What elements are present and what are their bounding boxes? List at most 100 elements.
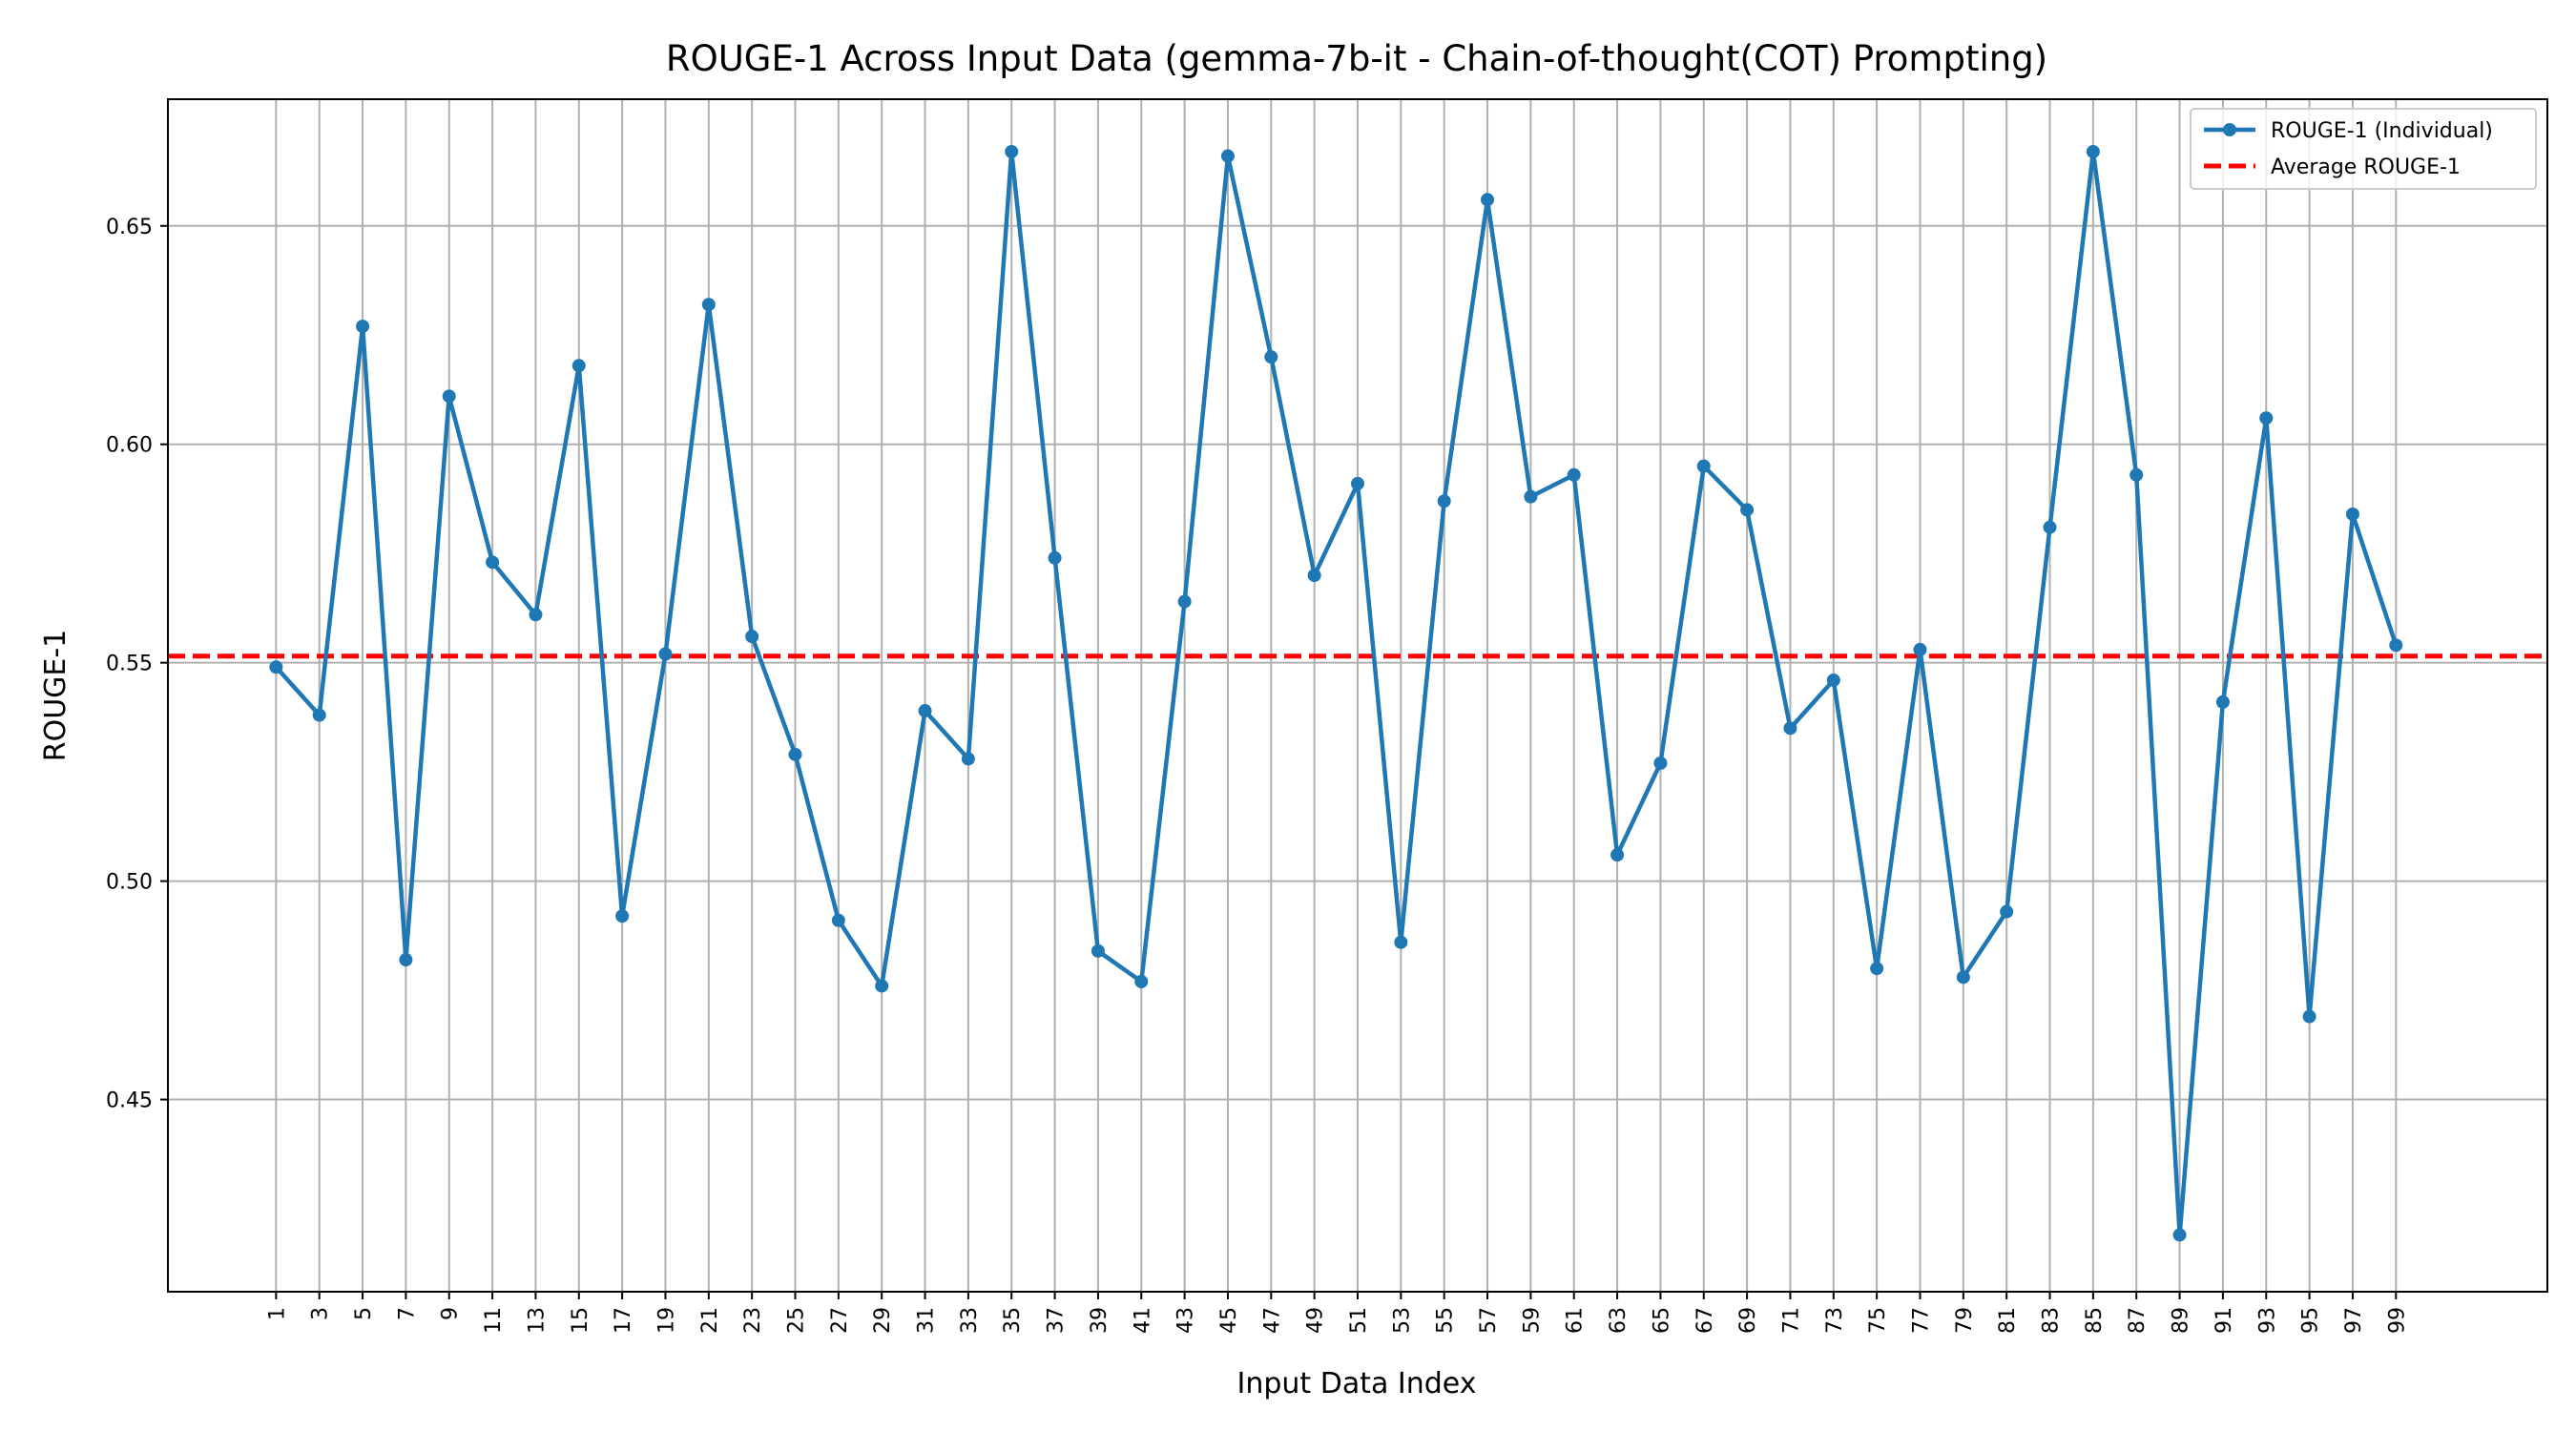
data-point xyxy=(1437,494,1451,508)
data-point xyxy=(312,708,326,722)
data-point xyxy=(2215,695,2230,709)
x-tick-label: 3 xyxy=(309,1307,333,1320)
x-tick-label: 61 xyxy=(1564,1307,1588,1334)
data-point xyxy=(875,979,889,993)
data-point xyxy=(1481,193,1495,207)
data-point xyxy=(1653,756,1668,770)
x-tick-label: 35 xyxy=(1001,1307,1025,1334)
data-point xyxy=(269,660,283,674)
x-tick-label: 99 xyxy=(2385,1307,2409,1334)
x-tick-label: 49 xyxy=(1304,1307,1328,1334)
data-point xyxy=(918,704,932,718)
x-tick-label: 43 xyxy=(1174,1307,1198,1334)
data-point xyxy=(2389,638,2403,653)
data-point xyxy=(701,298,716,312)
data-point xyxy=(1394,935,1408,949)
data-point xyxy=(788,747,802,761)
data-point xyxy=(2345,507,2359,521)
x-axis-label: Input Data Index xyxy=(1237,1367,1477,1400)
data-point xyxy=(1220,149,1235,163)
x-tick-label: 91 xyxy=(2212,1307,2236,1334)
data-point xyxy=(831,913,845,927)
x-tick-label: 85 xyxy=(2083,1307,2107,1334)
x-tick-label: 25 xyxy=(785,1307,809,1334)
legend-box xyxy=(2190,108,2537,190)
x-tick-label: 11 xyxy=(482,1307,506,1334)
data-point xyxy=(1913,642,1927,656)
x-tick-label: 29 xyxy=(871,1307,895,1334)
x-tick-label: 9 xyxy=(439,1307,463,1320)
data-point xyxy=(1307,569,1321,583)
data-point xyxy=(658,647,673,661)
x-tick-label: 71 xyxy=(1779,1307,1803,1334)
x-tick-label: 33 xyxy=(958,1307,982,1334)
x-tick-label: 5 xyxy=(352,1307,376,1320)
data-point xyxy=(356,320,370,334)
chart-title: ROUGE-1 Across Input Data (gemma-7b-it -… xyxy=(666,38,2047,79)
legend: ROUGE-1 (Individual) Average ROUGE-1 xyxy=(2190,108,2537,190)
data-point xyxy=(2043,520,2057,534)
x-tick-label: 27 xyxy=(828,1307,852,1334)
x-tick-label: 69 xyxy=(1736,1307,1760,1334)
data-point xyxy=(486,555,500,570)
x-tick-label: 47 xyxy=(1260,1307,1284,1334)
data-point xyxy=(1177,594,1192,609)
y-tick-label: 0.60 xyxy=(106,434,153,458)
data-point xyxy=(1956,970,1970,985)
data-point xyxy=(1264,350,1278,364)
data-point xyxy=(1740,503,1755,517)
x-tick-label: 45 xyxy=(1217,1307,1241,1334)
data-point xyxy=(2172,1228,2187,1242)
data-point xyxy=(1091,944,1105,958)
x-tick-label: 79 xyxy=(1953,1307,1977,1334)
data-point xyxy=(1826,673,1840,687)
x-tick-label: 87 xyxy=(2126,1307,2150,1334)
grid-lines xyxy=(168,99,2547,1292)
data-point xyxy=(1134,974,1149,988)
data-point xyxy=(399,953,413,967)
data-point xyxy=(1567,467,1581,482)
data-point xyxy=(745,630,759,644)
data-point xyxy=(1524,489,1538,504)
y-tick-label: 0.50 xyxy=(106,871,153,895)
x-tick-label: 53 xyxy=(1390,1307,1414,1334)
x-tick-label: 39 xyxy=(1088,1307,1111,1334)
data-point xyxy=(2000,904,2014,919)
x-tick-label: 17 xyxy=(612,1307,635,1334)
series-line-rouge1 xyxy=(274,149,2399,1237)
x-tick-label: 13 xyxy=(525,1307,549,1334)
x-tick-label: 75 xyxy=(1866,1307,1890,1334)
x-tick-label: 21 xyxy=(698,1307,722,1334)
x-tick-label: 59 xyxy=(1520,1307,1544,1334)
x-axis: 1 3 5 7 9 11 13 15 17 19 21 23 25 27 29 31 33 35 37 39 41 43 4… xyxy=(265,1292,2409,1334)
data-point xyxy=(1870,962,1884,976)
data-point xyxy=(1783,721,1797,736)
y-tick-label: 0.55 xyxy=(106,653,153,676)
data-point xyxy=(1610,848,1625,862)
data-point xyxy=(2086,144,2100,158)
x-tick-label: 41 xyxy=(1131,1307,1154,1334)
x-tick-label: 81 xyxy=(1996,1307,2020,1334)
x-tick-label: 57 xyxy=(1477,1307,1501,1334)
x-tick-label: 73 xyxy=(1823,1307,1847,1334)
data-point xyxy=(1048,550,1062,565)
data-point xyxy=(1696,459,1711,473)
x-tick-label: 23 xyxy=(741,1307,765,1334)
x-tick-label: 15 xyxy=(569,1307,592,1334)
x-tick-label: 1 xyxy=(265,1307,289,1320)
data-point xyxy=(2259,411,2274,425)
data-point xyxy=(1351,476,1364,490)
legend-label-rouge1: ROUGE-1 (Individual) xyxy=(2271,119,2493,143)
x-tick-label: 63 xyxy=(1607,1307,1631,1334)
x-tick-label: 51 xyxy=(1347,1307,1371,1334)
x-tick-label: 55 xyxy=(1434,1307,1458,1334)
data-point xyxy=(442,389,456,404)
x-tick-label: 97 xyxy=(2342,1307,2366,1334)
x-tick-label: 77 xyxy=(1909,1307,1933,1334)
data-point xyxy=(529,608,543,622)
x-tick-label: 83 xyxy=(2040,1307,2064,1334)
data-point xyxy=(2129,467,2144,482)
legend-label-average: Average ROUGE-1 xyxy=(2271,156,2461,179)
x-tick-label: 31 xyxy=(915,1307,939,1334)
